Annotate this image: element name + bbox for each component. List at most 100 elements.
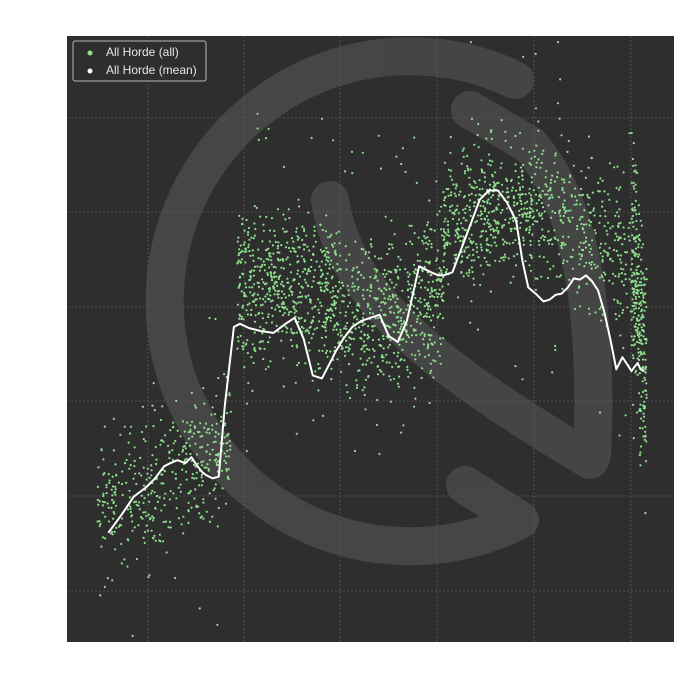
scatter-point [446, 220, 450, 223]
scatter-point [380, 370, 383, 373]
scatter-point [356, 288, 359, 291]
scatter-point [428, 199, 431, 202]
scatter-point [119, 433, 122, 436]
scatter-point [634, 199, 637, 202]
scatter-point [469, 168, 472, 171]
scatter-point [247, 246, 250, 249]
scatter-point [274, 240, 277, 244]
scatter-point [280, 290, 284, 293]
scatter-point [161, 405, 164, 408]
scatter-point [521, 213, 524, 216]
scatter-point [245, 309, 248, 312]
scatter-point [337, 230, 340, 233]
scatter-point [460, 235, 463, 238]
scatter-point [327, 316, 330, 319]
scatter-point [514, 365, 517, 368]
scatter-point [251, 389, 254, 392]
scatter-point [618, 208, 621, 211]
scatter-point [245, 295, 248, 298]
scatter-point [436, 295, 439, 298]
scatter-point [466, 256, 469, 259]
scatter-point [556, 41, 560, 44]
scatter-point [645, 267, 648, 271]
scatter-point [614, 313, 617, 316]
scatter-point [613, 298, 616, 301]
scatter-point [311, 252, 314, 256]
scatter-point [215, 431, 218, 434]
scatter-point [443, 161, 447, 164]
scatter-point [125, 458, 128, 462]
scatter-point [604, 215, 607, 218]
scatter-point [598, 221, 601, 224]
scatter-point [502, 256, 505, 259]
scatter-point [152, 537, 155, 540]
scatter-point [634, 301, 637, 304]
scatter-point [638, 212, 641, 215]
scatter-point [429, 292, 432, 295]
scatter-point [480, 159, 483, 162]
scatter-point [263, 347, 266, 350]
scatter-point [412, 311, 415, 314]
scatter-point [589, 211, 592, 214]
scatter-point [200, 473, 203, 476]
scatter-point [619, 221, 622, 224]
scatter-point [321, 272, 324, 275]
scatter-point [489, 228, 492, 231]
scatter-point [151, 404, 154, 407]
scatter-point [536, 220, 539, 223]
scatter-point [435, 278, 438, 282]
scatter-point [554, 348, 557, 351]
scatter-point [248, 238, 251, 241]
scatter-point [364, 250, 367, 254]
scatter-point [113, 530, 116, 534]
scatter-point [316, 281, 320, 285]
scatter-point [439, 312, 442, 315]
scatter-point [563, 199, 566, 202]
scatter-point [214, 497, 217, 500]
scatter-point [321, 325, 324, 328]
scatter-point [358, 304, 361, 307]
scatter-point [413, 386, 416, 389]
scatter-point [645, 440, 648, 443]
scatter-point [351, 172, 354, 175]
scatter-point [363, 340, 366, 343]
scatter-point [532, 210, 535, 213]
scatter-point [275, 324, 278, 327]
scatter-point [292, 279, 295, 282]
scatter-point [127, 441, 130, 444]
scatter-point [259, 215, 262, 218]
scatter-point [511, 241, 515, 244]
scatter-point [603, 209, 607, 212]
scatter-point [634, 282, 637, 285]
scatter-point [564, 211, 567, 214]
scatter-point [639, 350, 642, 353]
scatter-point [362, 312, 365, 315]
scatter-point [326, 236, 330, 239]
scatter-point [114, 488, 117, 491]
scatter-point [637, 335, 641, 338]
scatter-point [433, 341, 436, 344]
scatter-point [185, 478, 188, 481]
scatter-point [199, 446, 202, 449]
scatter-point [406, 271, 409, 274]
scatter-point [425, 302, 428, 305]
scatter-point [282, 301, 285, 304]
scatter-point [508, 242, 511, 245]
scatter-point [394, 294, 397, 297]
scatter-point [537, 120, 540, 123]
scatter-point [344, 245, 347, 248]
scatter-point [444, 217, 447, 220]
scatter-point [293, 311, 296, 314]
scatter-point [593, 214, 596, 217]
scatter-point [433, 229, 436, 232]
scatter-point [640, 224, 644, 227]
scatter-point [385, 272, 388, 276]
scatter-point [236, 336, 240, 339]
scatter-point [400, 323, 403, 326]
scatter-point [282, 314, 285, 317]
scatter-point [388, 243, 391, 246]
scatter-point [143, 541, 146, 545]
scatter-point [435, 292, 438, 295]
scatter-point [644, 430, 647, 433]
scatter-point [637, 284, 641, 287]
